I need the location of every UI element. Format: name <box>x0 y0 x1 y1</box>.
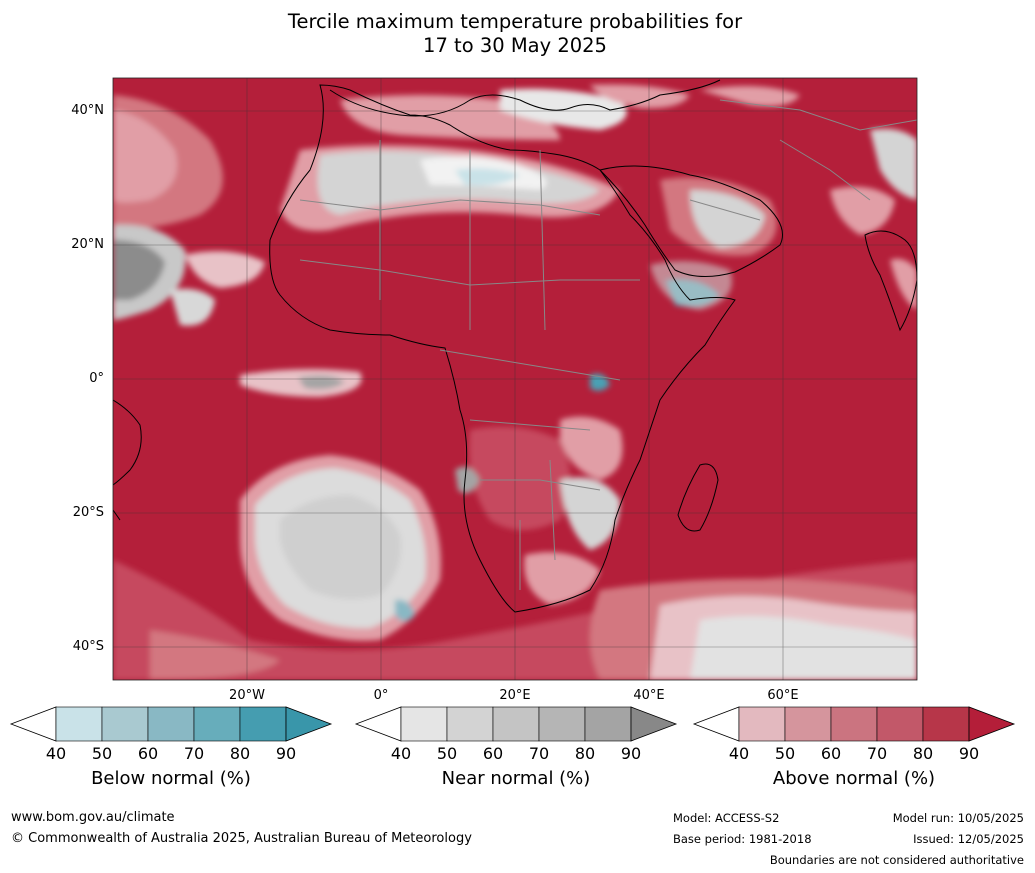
footer-model-run: Model run: 10/05/2025 <box>892 811 1024 825</box>
colorbars <box>9 706 1016 742</box>
colorbar-tick-label: 90 <box>620 744 642 763</box>
colorbar-segment <box>147 706 195 742</box>
coastlines <box>113 79 917 613</box>
lat-label-20n: 20°N <box>71 237 104 252</box>
colorbar-segment <box>400 706 448 742</box>
colorbar-segment <box>492 706 540 742</box>
colorbar-over-triangle <box>285 706 333 742</box>
lon-label-0: 0° <box>373 688 389 703</box>
colorbar-tick-label: 50 <box>91 744 113 763</box>
colorbar-under-triangle <box>354 706 402 742</box>
colorbar-segment <box>830 706 878 742</box>
colorbar-over-triangle <box>630 706 678 742</box>
colorbar-title: Above normal (%) <box>772 768 936 789</box>
colorbar-segment <box>446 706 494 742</box>
lat-label-20s: 20°S <box>72 505 104 520</box>
colorbar-under-triangle <box>692 706 740 742</box>
colorbar-title: Near normal (%) <box>441 768 591 789</box>
footer-issued: Issued: 12/05/2025 <box>913 832 1024 846</box>
footer-model: Model: ACCESS-S2 <box>673 811 780 825</box>
colorbar-segment <box>193 706 241 742</box>
graticule <box>113 78 917 680</box>
colorbar-segment <box>239 706 287 742</box>
colorbar-tick-label: 80 <box>912 744 934 763</box>
colorbar-over-triangle <box>968 706 1016 742</box>
lon-label-20w: 20°W <box>229 688 265 703</box>
colorbar-segment <box>784 706 832 742</box>
lat-label-40n: 40°N <box>71 103 104 118</box>
map-title-line-2: 17 to 30 May 2025 <box>423 34 607 57</box>
colorbar-segment <box>101 706 149 742</box>
footer-url: www.bom.gov.au/climate <box>11 810 175 825</box>
colorbar-tick-label: 90 <box>958 744 980 763</box>
colorbar-tick-label: 70 <box>183 744 205 763</box>
colorbar-title: Below normal (%) <box>91 768 251 789</box>
colorbar-tick-label: 90 <box>275 744 297 763</box>
lat-label-40s: 40°S <box>72 639 104 654</box>
colorbar-segment <box>922 706 970 742</box>
colorbar-tick-label: 60 <box>820 744 842 763</box>
colorbar-segment <box>55 706 103 742</box>
map-title-line-1: Tercile maximum temperature probabilitie… <box>287 10 743 33</box>
colorbar-tick-label: 60 <box>482 744 504 763</box>
colorbar-tick-label: 50 <box>436 744 458 763</box>
colorbar-segment <box>876 706 924 742</box>
colorbar-tick-label: 40 <box>390 744 412 763</box>
colorbar-tick-label: 70 <box>866 744 888 763</box>
colorbar-tick-label: 80 <box>229 744 251 763</box>
footer-copyright: © Commonwealth of Australia 2025, Austra… <box>11 831 472 846</box>
colorbar-tick-label: 40 <box>728 744 750 763</box>
colorbar-under-triangle <box>9 706 57 742</box>
lon-label-60e: 60°E <box>767 688 799 703</box>
lon-label-40e: 40°E <box>633 688 665 703</box>
lat-label-0: 0° <box>89 371 104 386</box>
lon-label-20e: 20°E <box>499 688 531 703</box>
colorbar-tick-label: 80 <box>574 744 596 763</box>
footer-base-period: Base period: 1981-2018 <box>673 832 812 846</box>
colorbar-tick-label: 70 <box>528 744 550 763</box>
footer-disclaimer: Boundaries are not considered authoritat… <box>769 853 1024 867</box>
colorbar-segment <box>538 706 586 742</box>
country-borders <box>299 99 917 590</box>
colorbar-tick-label: 50 <box>774 744 796 763</box>
map-frame <box>112 77 918 681</box>
colorbar-tick-label: 40 <box>45 744 67 763</box>
colorbar-tick-label: 60 <box>137 744 159 763</box>
colorbar-segment <box>738 706 786 742</box>
colorbar-segment <box>584 706 632 742</box>
